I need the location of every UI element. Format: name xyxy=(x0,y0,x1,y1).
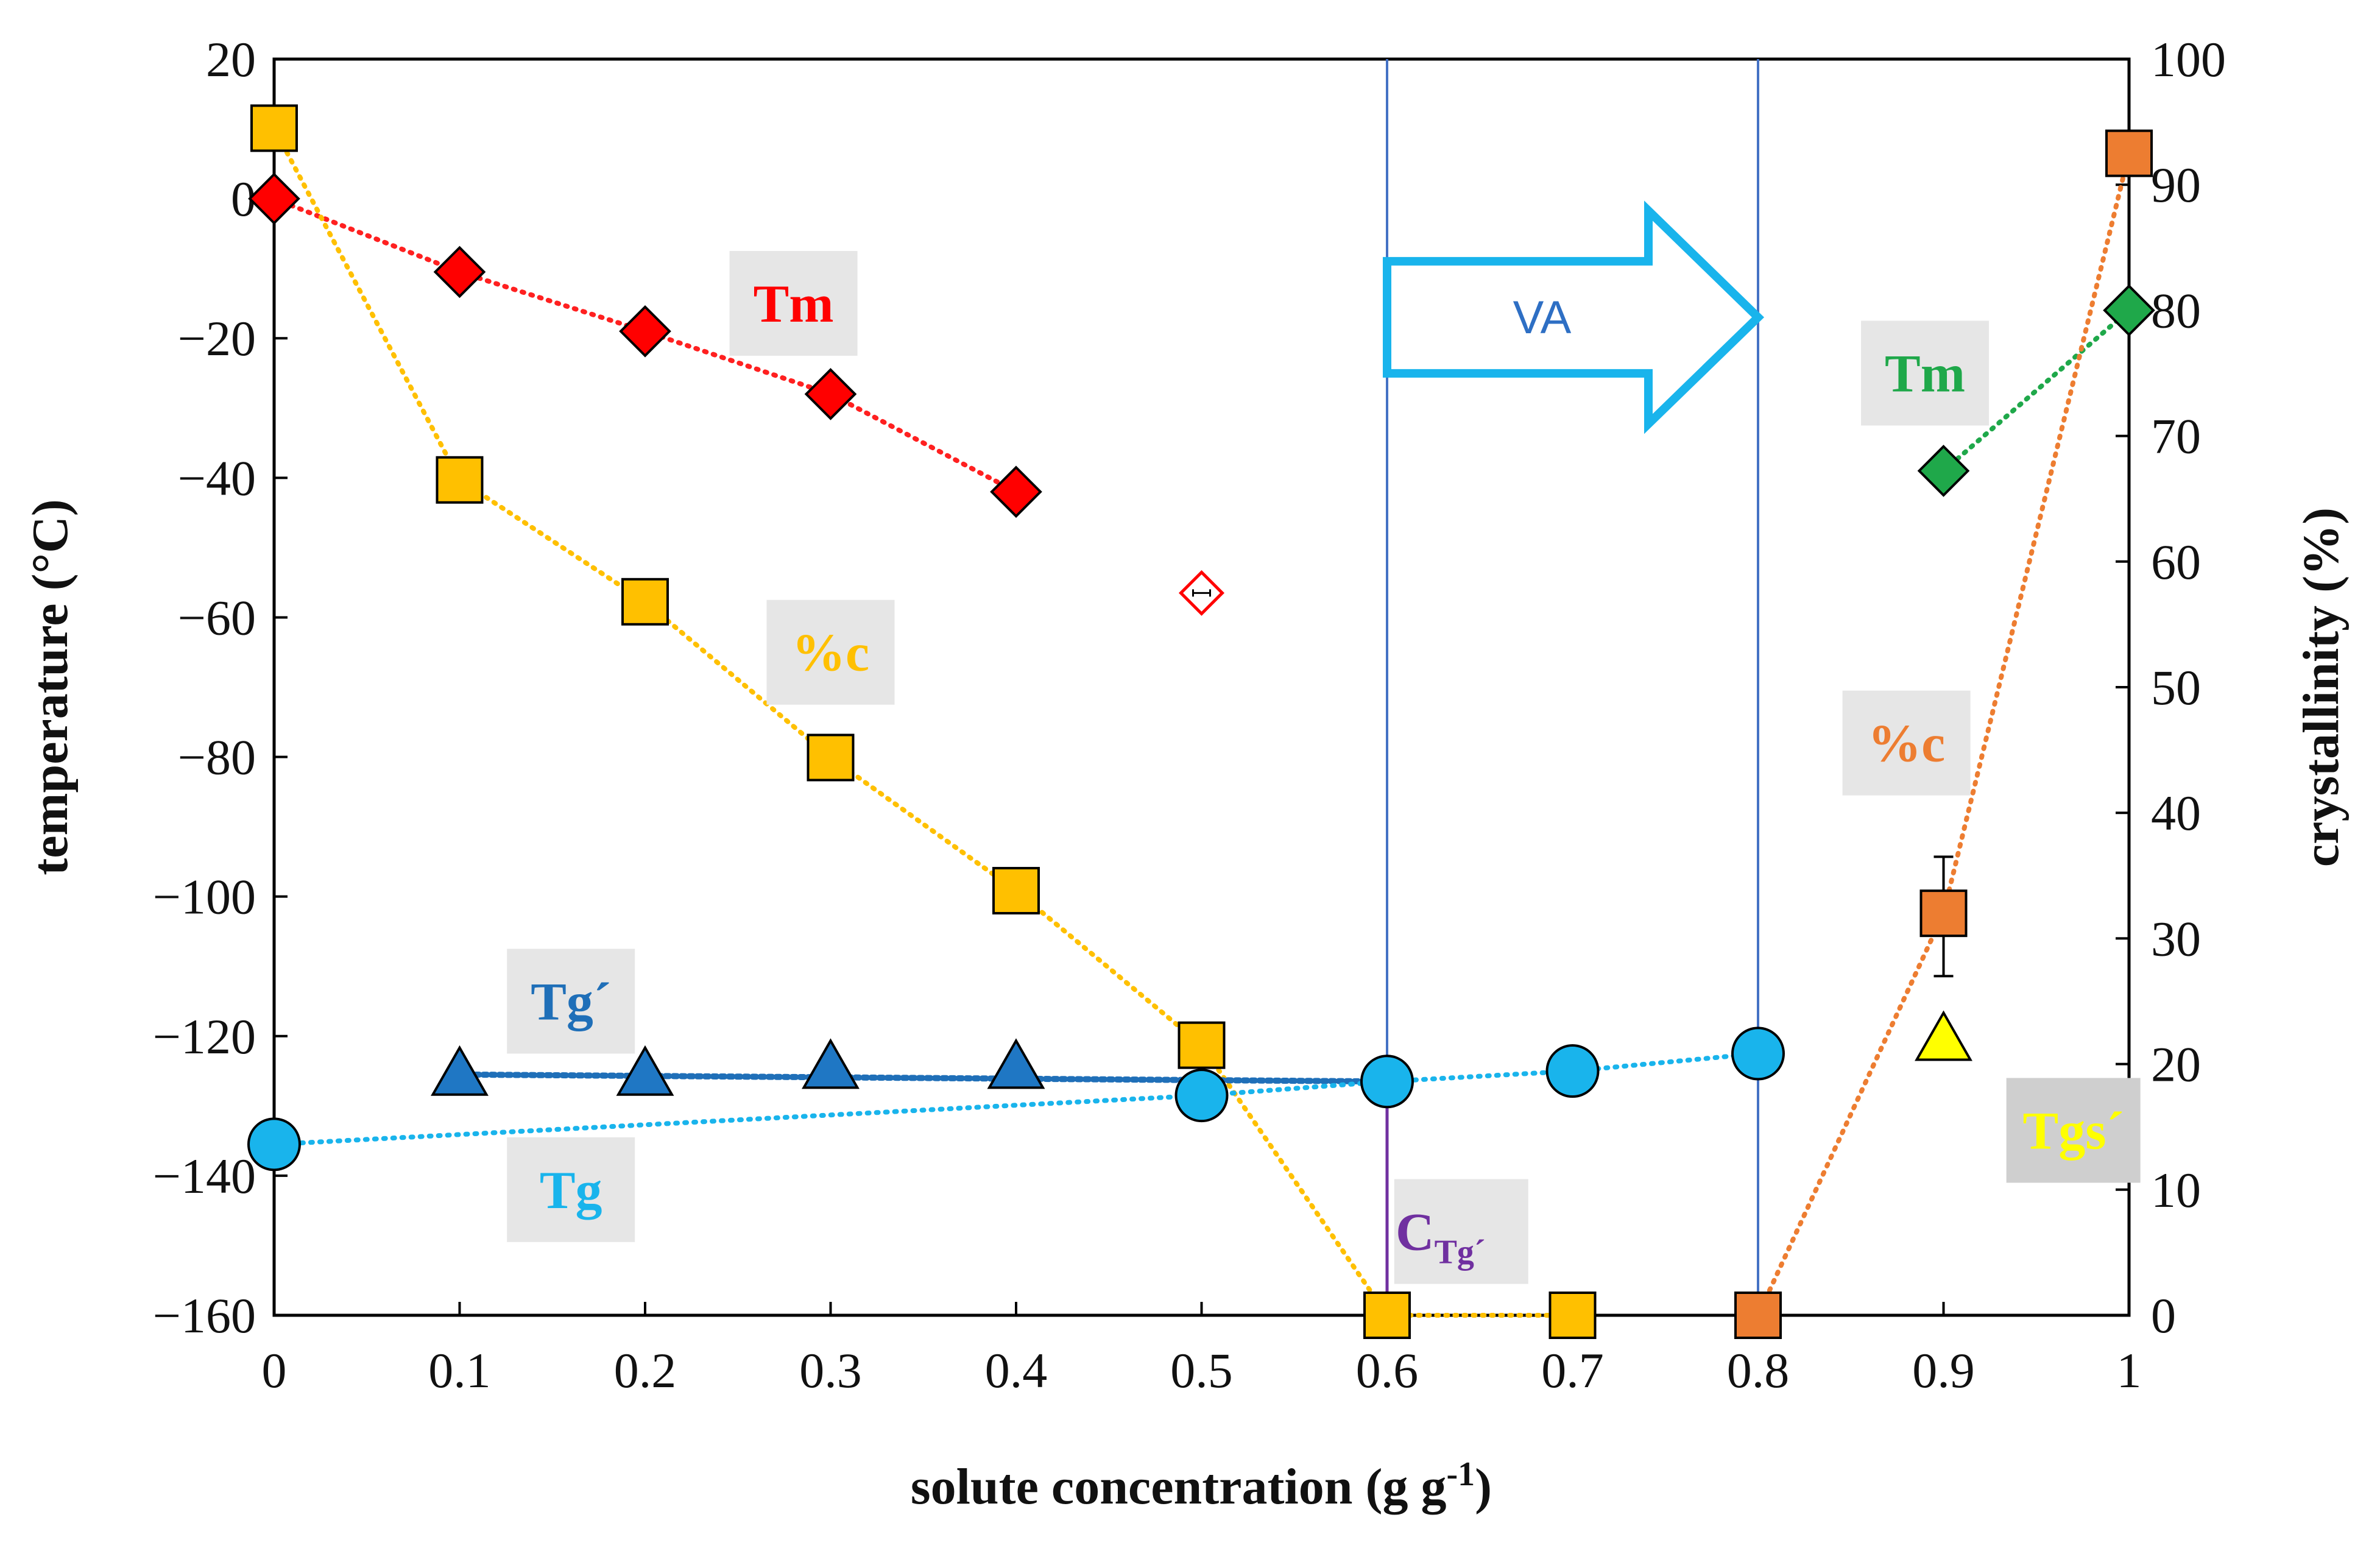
data-point xyxy=(2103,284,2155,337)
y-axis-left-title: temperature (°C) xyxy=(22,499,79,875)
y-right-tick-label: 100 xyxy=(2151,32,2226,87)
x-axis-title: solute concentration (g g-1) xyxy=(911,1455,1492,1515)
annotation-box xyxy=(766,599,895,705)
data-point xyxy=(990,465,1042,518)
x-tick-label: 0 xyxy=(262,1343,287,1398)
data-point xyxy=(1919,889,1968,938)
data-point xyxy=(807,733,855,782)
data-point xyxy=(250,104,298,152)
plot-area xyxy=(272,57,2131,1317)
data-point xyxy=(802,1038,860,1089)
y-left-tick-label: −160 xyxy=(153,1288,256,1343)
data-point xyxy=(804,368,857,420)
data-point xyxy=(1178,1021,1226,1069)
x-tick-label: 0.3 xyxy=(799,1343,862,1398)
annotation-box xyxy=(729,250,858,356)
series-markers xyxy=(247,104,2155,1339)
annotation-box xyxy=(1394,1179,1528,1284)
y-left-tick-label: −80 xyxy=(178,730,256,785)
y-left-tick-label: −20 xyxy=(178,311,256,366)
series-line xyxy=(1941,308,2131,473)
annotation-box xyxy=(2006,1078,2141,1183)
y-left-tick-label: −100 xyxy=(153,869,256,925)
x-tick-label: 0.4 xyxy=(985,1343,1048,1398)
x-tick-label: 0.9 xyxy=(1912,1343,1975,1398)
data-point xyxy=(1734,1292,1782,1339)
data-point xyxy=(248,172,300,225)
y-right-tick-label: 10 xyxy=(2151,1162,2201,1218)
data-point xyxy=(619,305,671,358)
x-tick-label: 0.7 xyxy=(1541,1343,1604,1398)
data-point xyxy=(1174,1069,1229,1123)
y-left-tick-label: −120 xyxy=(153,1009,256,1064)
va-label: VA xyxy=(1513,292,1572,344)
ticks xyxy=(273,58,2130,1317)
data-point xyxy=(436,456,484,504)
y-right-tick-label: 60 xyxy=(2151,534,2201,590)
y-left-tick-label: −140 xyxy=(153,1148,256,1204)
y-right-tick-label: 40 xyxy=(2151,785,2201,841)
x-tick-label: 0.5 xyxy=(1170,1343,1233,1398)
tick-labels: 0 0.1 0.2 0.3 0.4 0.5 0.6 0.7 0.8 0.9 1 20 0 −20 −40 −6… xyxy=(153,32,2226,1398)
vertical-lines xyxy=(1386,59,1759,1315)
data-point xyxy=(1545,1044,1600,1098)
annotation-label: Tg´ xyxy=(531,973,611,1032)
data-point xyxy=(1915,1010,1972,1061)
data-point xyxy=(1360,1055,1414,1109)
y-left-tick-label: 20 xyxy=(206,32,256,87)
annotation-label: Tm xyxy=(1885,345,1965,404)
y-right-tick-label: 80 xyxy=(2151,283,2201,338)
annotation-label: Tm xyxy=(754,275,834,334)
data-point xyxy=(1363,1292,1411,1339)
va-arrow: VA xyxy=(1383,200,1765,434)
x-tick-label: 0.8 xyxy=(1727,1343,1790,1398)
annotation-box xyxy=(1842,690,1971,796)
series-line xyxy=(456,1071,1390,1085)
data-point xyxy=(247,1117,301,1172)
y-left-tick-label: −40 xyxy=(178,450,256,506)
series-line xyxy=(272,125,1575,1318)
annotation-box xyxy=(1861,320,1990,426)
y-right-tick-label: 30 xyxy=(2151,911,2201,966)
annotation-label: %c xyxy=(792,624,869,683)
x-tick-label: 0.2 xyxy=(614,1343,677,1398)
y-right-tick-label: 0 xyxy=(2151,1288,2176,1343)
data-point xyxy=(2105,129,2153,177)
x-tick-label: 0.6 xyxy=(1356,1343,1419,1398)
y-right-tick-label: 20 xyxy=(2151,1037,2201,1092)
va-arrow-shape xyxy=(1383,200,1765,434)
y-right-tick-label: 70 xyxy=(2151,409,2201,464)
y-right-tick-label: 90 xyxy=(2151,157,2201,213)
annotation-box xyxy=(507,1137,635,1242)
data-point xyxy=(431,1045,489,1096)
data-point xyxy=(621,578,669,626)
data-point xyxy=(987,1038,1045,1089)
x-tick-label: 0.1 xyxy=(428,1343,491,1398)
data-point xyxy=(433,246,486,299)
annotation-label: %c xyxy=(1868,715,1945,774)
annotation-label: Tgs´ xyxy=(2023,1101,2124,1161)
data-point xyxy=(1548,1292,1597,1339)
y-axis-right-title: crystallinity (%) xyxy=(2293,507,2350,867)
data-point xyxy=(1731,1027,1785,1081)
y-left-tick-label: −60 xyxy=(178,590,256,645)
y-right-tick-label: 50 xyxy=(2151,660,2201,715)
data-point xyxy=(1917,445,1970,497)
annotation-label: Tg xyxy=(540,1161,602,1220)
x-tick-label: 1 xyxy=(2117,1343,2142,1398)
annotation-box xyxy=(507,949,635,1054)
data-point xyxy=(616,1045,674,1096)
data-point xyxy=(992,867,1040,915)
